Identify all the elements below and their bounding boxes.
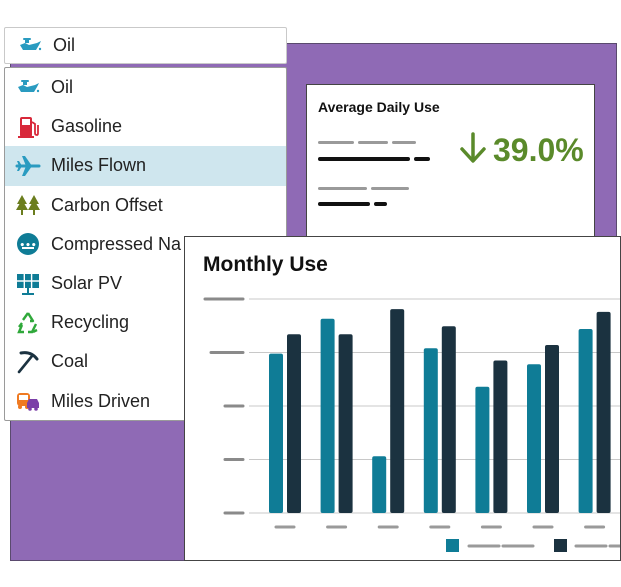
oil-can-icon bbox=[17, 33, 43, 59]
monthly-use-chart bbox=[203, 297, 620, 552]
svg-text:•••: ••• bbox=[19, 241, 36, 251]
bar bbox=[390, 309, 405, 513]
legend-swatch bbox=[446, 539, 459, 552]
dropdown-option-label: Gasoline bbox=[51, 116, 123, 137]
dropdown-option-label: Oil bbox=[51, 77, 73, 98]
bar bbox=[578, 328, 593, 513]
bar bbox=[545, 345, 559, 513]
placeholder-line bbox=[318, 141, 354, 144]
dropdown-option[interactable]: Miles Flown bbox=[5, 146, 286, 186]
vehicles-icon bbox=[15, 388, 41, 414]
dropdown-option[interactable]: Gasoline bbox=[5, 107, 286, 146]
average-daily-use-card: Average Daily Use 39.0% bbox=[306, 84, 595, 244]
solar-panel-icon bbox=[15, 271, 41, 297]
dropdown-option-label: Carbon Offset bbox=[51, 194, 163, 215]
bar bbox=[287, 334, 301, 513]
bar bbox=[338, 334, 353, 513]
airplane-icon bbox=[15, 153, 41, 179]
arrow-down-icon bbox=[459, 131, 487, 170]
placeholder-line bbox=[358, 141, 388, 144]
placeholder-line bbox=[414, 157, 430, 161]
dropdown-option[interactable]: ••• Compressed Na bbox=[5, 225, 286, 264]
dropdown-option[interactable]: Oil bbox=[5, 68, 286, 107]
activity-dropdown-list: Oil Gasoline Miles Flown Carbon Offset ••• Co… bbox=[4, 67, 287, 421]
pickaxe-icon bbox=[15, 349, 41, 375]
monthly-use-chart-card: Monthly Use bbox=[184, 236, 621, 561]
trees-icon bbox=[15, 192, 41, 218]
dropdown-option-label: Miles Driven bbox=[51, 390, 151, 411]
placeholder-line bbox=[318, 187, 367, 190]
dropdown-option[interactable]: Solar PV bbox=[5, 264, 286, 303]
legend-swatch bbox=[554, 539, 567, 552]
placeholder-line bbox=[374, 202, 387, 206]
dropdown-option-label: Miles Flown bbox=[51, 155, 147, 176]
dropdown-option[interactable]: Carbon Offset bbox=[5, 186, 286, 225]
select-value: Oil bbox=[53, 35, 75, 55]
placeholder-line bbox=[392, 141, 416, 144]
dropdown-option[interactable]: Coal bbox=[5, 342, 286, 381]
change-indicator: 39.0% bbox=[459, 131, 584, 170]
chart-title: Monthly Use bbox=[203, 253, 328, 276]
bar bbox=[372, 456, 387, 513]
dropdown-option[interactable]: Recycling bbox=[5, 303, 286, 342]
dropdown-option-label: Coal bbox=[51, 351, 89, 372]
bar bbox=[423, 348, 438, 513]
compressed-gas-icon: ••• bbox=[15, 231, 41, 257]
recycling-icon bbox=[15, 310, 41, 336]
dropdown-option-label: Solar PV bbox=[51, 273, 123, 294]
bar bbox=[320, 318, 335, 513]
oil-can-icon bbox=[15, 75, 41, 101]
dropdown-option-label: Compressed Na bbox=[51, 233, 182, 254]
activity-select[interactable]: Oil bbox=[4, 27, 287, 64]
change-value: 39.0% bbox=[493, 132, 584, 168]
average-card-title: Average Daily Use bbox=[318, 99, 440, 115]
bar bbox=[596, 311, 611, 513]
bar bbox=[441, 326, 456, 513]
gas-pump-icon bbox=[15, 114, 41, 140]
dropdown-option[interactable]: Miles Driven bbox=[5, 382, 286, 421]
placeholder-line bbox=[371, 187, 409, 190]
bar bbox=[475, 386, 490, 513]
placeholder-line bbox=[318, 202, 370, 206]
placeholder-line bbox=[318, 157, 410, 161]
bar bbox=[493, 360, 508, 513]
dropdown-option-label: Recycling bbox=[51, 312, 130, 333]
bar bbox=[269, 353, 283, 513]
bar bbox=[527, 364, 541, 513]
